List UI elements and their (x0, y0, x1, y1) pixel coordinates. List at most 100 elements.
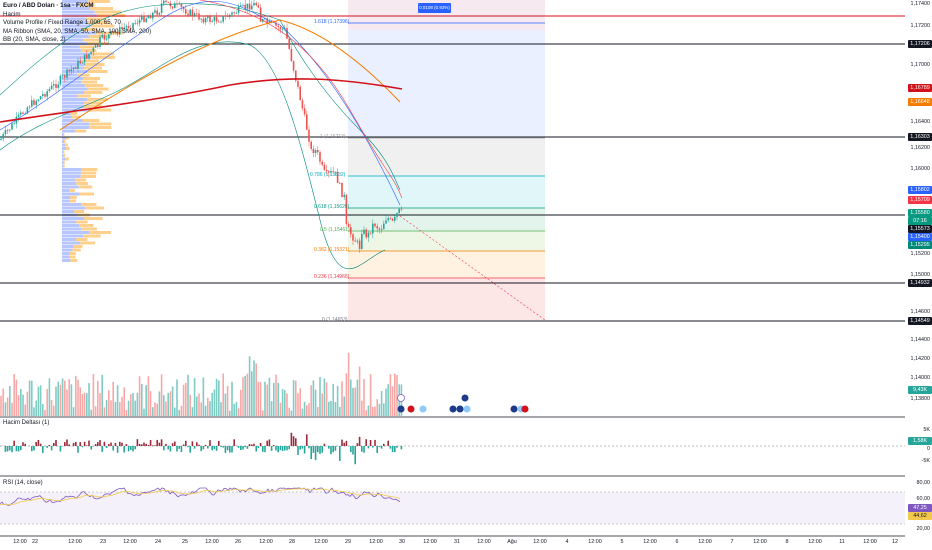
candle-body (11, 123, 13, 130)
profile-row-up (62, 178, 76, 182)
event-icon (461, 394, 469, 402)
delta-bar (321, 446, 323, 453)
candle-body (174, 3, 176, 9)
volume-bar (11, 402, 13, 416)
delta-bar (53, 443, 55, 446)
delta-bar (149, 440, 152, 446)
volume-bar (286, 393, 288, 416)
fibonacci-levels[interactable] (348, 22, 545, 279)
delta-bar (136, 439, 139, 446)
delta-bar (363, 446, 365, 453)
candle-body (99, 36, 101, 47)
volume-bar (264, 381, 266, 416)
delta-bar (244, 446, 246, 448)
measure-badge[interactable]: 0.0108 (0.93%) (418, 3, 451, 13)
price-tick: 1,14400 (910, 337, 931, 343)
candle-body (284, 27, 286, 29)
volume-bar (191, 407, 194, 416)
delta-bar (246, 446, 249, 449)
candle-body (66, 69, 68, 78)
candle-body (207, 16, 209, 18)
rsi-pane-title[interactable]: RSI (14, close) (3, 480, 43, 486)
candle-body (48, 89, 51, 92)
delta-bar (132, 446, 134, 452)
volume-bar (57, 381, 59, 416)
price-tick: 1,17000 (910, 62, 931, 68)
profile-row-up (62, 248, 73, 252)
profile-row-down (79, 224, 94, 227)
delta-bar (105, 446, 108, 449)
symbol-title[interactable]: Euro / ABD Doları · 1sa · FXCM (3, 2, 94, 9)
candle-body (189, 9, 191, 16)
profile-row-up (62, 56, 92, 59)
volume-bar (354, 387, 356, 416)
profile-row-down (88, 21, 110, 24)
candle-body (72, 67, 75, 70)
profile-row-down (65, 136, 69, 140)
profile-row-up (62, 245, 74, 248)
time-axis-label: 12:00 (753, 539, 767, 545)
candle-body (200, 18, 202, 20)
candle-body (42, 94, 44, 97)
ma-ribbon-label[interactable]: MA Ribbon (SMA, 20, SMA, 50, SMA, 100, S… (3, 27, 152, 35)
volume-bar (266, 384, 268, 416)
event-icons[interactable] (397, 394, 529, 413)
candle-body (222, 15, 224, 22)
volume-bar (55, 386, 57, 416)
candle-body (101, 34, 103, 37)
candle-body (108, 34, 110, 39)
volume-profile-label[interactable]: Volume Profile / Fixed Range 1,000, 65, … (3, 19, 121, 27)
volume-bar (290, 410, 293, 416)
price-chart-canvas[interactable] (0, 0, 905, 550)
profile-row-down (79, 45, 95, 49)
forecast-lime-zone (348, 231, 545, 251)
volume-bar (167, 392, 169, 416)
volume-bar (270, 401, 273, 416)
volume-bar (90, 409, 92, 416)
price-axis[interactable]: 1,17400 1,17200 1,17000 1,16400 1,16200 … (905, 0, 932, 550)
profile-row-down (63, 154, 66, 157)
volume-bar (123, 387, 125, 416)
volume-bar (189, 394, 191, 416)
delta-bar (178, 446, 180, 449)
candle-body (233, 12, 235, 14)
time-axis[interactable]: 12:00 22 12:00 23 12:00 24 25 12:00 26 12:00 28 12:… (0, 536, 905, 550)
profile-row-up (62, 217, 85, 220)
candle-body (266, 18, 268, 24)
price-tick: 1,14600 (910, 309, 931, 315)
volume-bar (171, 386, 174, 416)
profile-row-up (62, 119, 83, 122)
candle-body (385, 220, 387, 224)
candle-body (369, 232, 372, 234)
candle-body (240, 5, 242, 7)
bb-label[interactable]: BB (20, SMA, close, 2) (3, 36, 66, 44)
volume-bar (363, 378, 365, 416)
volume-bar (248, 356, 251, 416)
price-tick: 1,13800 (910, 396, 931, 402)
volume-bar (332, 383, 334, 416)
profile-row-down (69, 199, 77, 203)
fib-label-1: 1 (1,16213) (320, 134, 346, 140)
candle-body (160, 3, 163, 13)
delta-bar (42, 446, 44, 453)
delta-bar (222, 446, 224, 448)
profile-row-down (79, 192, 94, 196)
volume-bar (0, 395, 2, 416)
delta-bar (328, 446, 330, 449)
delta-bar (273, 445, 275, 446)
volume-indicator-label[interactable]: Hacim (3, 10, 21, 18)
volume-bar (13, 374, 15, 416)
delta-pane-title[interactable]: Hacim Deltası (1) (3, 420, 50, 426)
candle-body (297, 80, 299, 87)
delta-bar (11, 446, 13, 453)
profile-row-up (62, 171, 81, 175)
volume-bar (154, 402, 156, 416)
delta-bar (334, 446, 337, 451)
delta-bar (90, 446, 92, 450)
delta-bar (196, 442, 198, 446)
volume-bar (33, 407, 35, 416)
delta-bar (292, 436, 295, 446)
profile-row-up (62, 94, 78, 98)
candle-body (226, 15, 229, 17)
